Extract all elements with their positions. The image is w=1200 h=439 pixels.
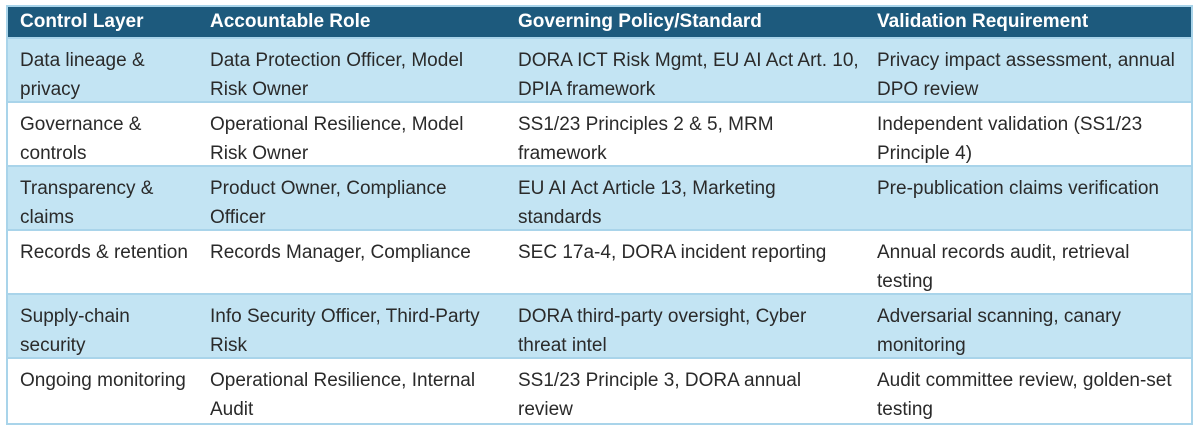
cell-governing-policy: SS1/23 Principle 3, DORA annual review (518, 370, 802, 420)
cell-validation-requirement: Independent validation (SS1/23 Principle… (877, 114, 1143, 164)
cell-validation-requirement: Pre-publication claims verification (877, 178, 1159, 199)
table-row: Data lineage & privacy Data Protection O… (8, 39, 1191, 103)
cell-control-layer: Transparency & claims (20, 178, 154, 228)
cell-control-layer: Supply-chain security (20, 306, 130, 356)
cell-accountable-role: Data Protection Officer, Model Risk Owne… (210, 50, 464, 100)
cell-validation-requirement: Audit committee review, golden-set testi… (877, 370, 1172, 420)
cell-governing-policy: DORA third-party oversight, Cyber threat… (518, 306, 807, 356)
cell-governing-policy: SS1/23 Principles 2 & 5, MRM framework (518, 114, 774, 164)
cell-control-layer: Governance & controls (20, 114, 142, 164)
cell-control-layer: Records & retention (20, 242, 188, 263)
header-validation-requirement: Validation Requirement (877, 11, 1089, 32)
cell-validation-requirement: Annual records audit, retrieval testing (877, 242, 1130, 292)
cell-validation-requirement: Privacy impact assessment, annual DPO re… (877, 50, 1175, 100)
cell-accountable-role: Product Owner, Compliance Officer (210, 178, 447, 228)
table-row: Governance & controls Operational Resili… (8, 103, 1191, 167)
governance-control-table: Control Layer Accountable Role Governing… (6, 5, 1193, 425)
table-row: Ongoing monitoring Operational Resilienc… (8, 359, 1191, 423)
table-row: Supply-chain security Info Security Offi… (8, 295, 1191, 359)
header-governing-policy: Governing Policy/Standard (518, 11, 762, 32)
cell-governing-policy: SEC 17a-4, DORA incident reporting (518, 242, 827, 263)
table-row: Records & retention Records Manager, Com… (8, 231, 1191, 295)
cell-accountable-role: Info Security Officer, Third-Party Risk (210, 306, 480, 356)
cell-control-layer: Ongoing monitoring (20, 370, 186, 391)
cell-accountable-role: Records Manager, Compliance (210, 242, 471, 263)
header-control-layer: Control Layer (20, 11, 144, 32)
cell-accountable-role: Operational Resilience, Model Risk Owner (210, 114, 464, 164)
cell-validation-requirement: Adversarial scanning, canary monitoring (877, 306, 1121, 356)
cell-control-layer: Data lineage & privacy (20, 50, 145, 100)
header-accountable-role: Accountable Role (210, 11, 371, 32)
table-row: Transparency & claims Product Owner, Com… (8, 167, 1191, 231)
cell-governing-policy: EU AI Act Article 13, Marketing standard… (518, 178, 776, 228)
cell-governing-policy: DORA ICT Risk Mgmt, EU AI Act Art. 10, D… (518, 50, 859, 100)
table-header-row: Control Layer Accountable Role Governing… (8, 7, 1191, 39)
cell-accountable-role: Operational Resilience, Internal Audit (210, 370, 476, 420)
